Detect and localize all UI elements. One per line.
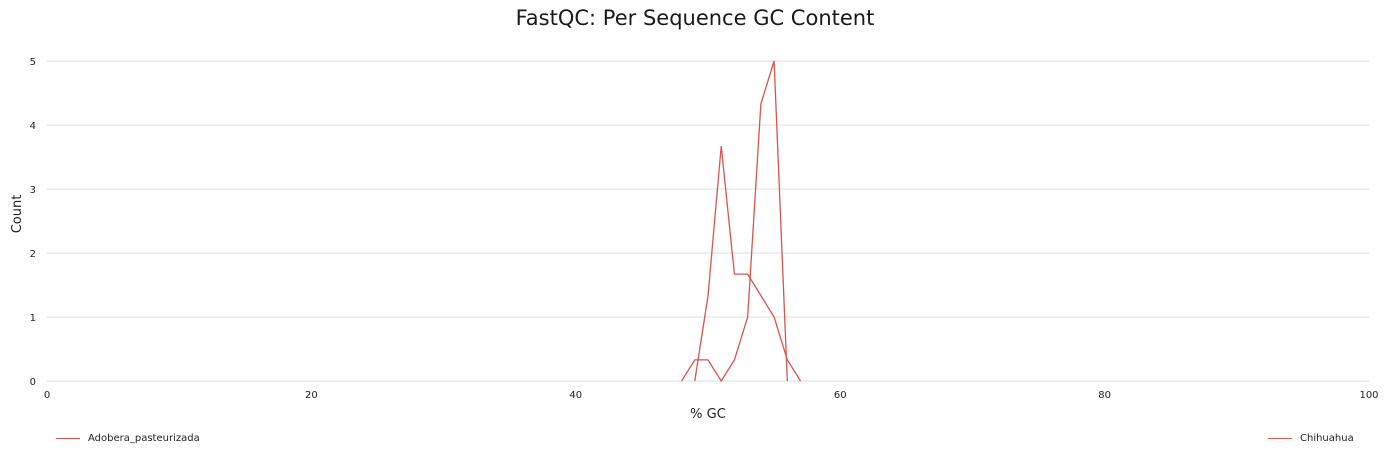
gridlines — [47, 60, 1369, 382]
y-tick-label: 3 — [30, 185, 36, 196]
y-tick-label: 0 — [30, 377, 36, 388]
x-tick-label: 60 — [834, 390, 847, 401]
legend-item-adobera[interactable]: Adobera_pasteurizada — [56, 433, 200, 444]
legend-line-icon — [56, 438, 80, 439]
x-tick-label: 0 — [44, 390, 50, 401]
chart-title: FastQC: Per Sequence GC Content — [515, 6, 875, 30]
x-tick-labels: 0 20 40 60 80 100 — [44, 390, 1379, 401]
legend-label: Adobera_pasteurizada — [88, 433, 200, 444]
series-line-chihuahua[interactable] — [681, 60, 788, 383]
y-tick-label: 2 — [30, 249, 36, 260]
legend-item-chihuahua[interactable]: Chihuahua — [1268, 433, 1354, 444]
x-axis-title: % GC — [690, 407, 726, 422]
legend-label: Chihuahua — [1300, 433, 1354, 444]
y-axis-title: Count — [10, 195, 25, 234]
x-tick-label: 20 — [305, 390, 318, 401]
x-tick-label: 100 — [1359, 390, 1378, 401]
x-tick-label: 80 — [1098, 390, 1111, 401]
y-tick-label: 1 — [30, 313, 36, 324]
legend-line-icon — [1268, 438, 1292, 439]
y-tick-label: 4 — [30, 121, 36, 132]
y-tick-label: 5 — [30, 57, 36, 68]
series-lines — [681, 60, 802, 383]
x-tick-label: 40 — [569, 390, 582, 401]
y-tick-labels: 0 1 2 3 4 5 — [30, 57, 36, 388]
series-line-adobera-pasteurizada[interactable] — [694, 146, 802, 382]
